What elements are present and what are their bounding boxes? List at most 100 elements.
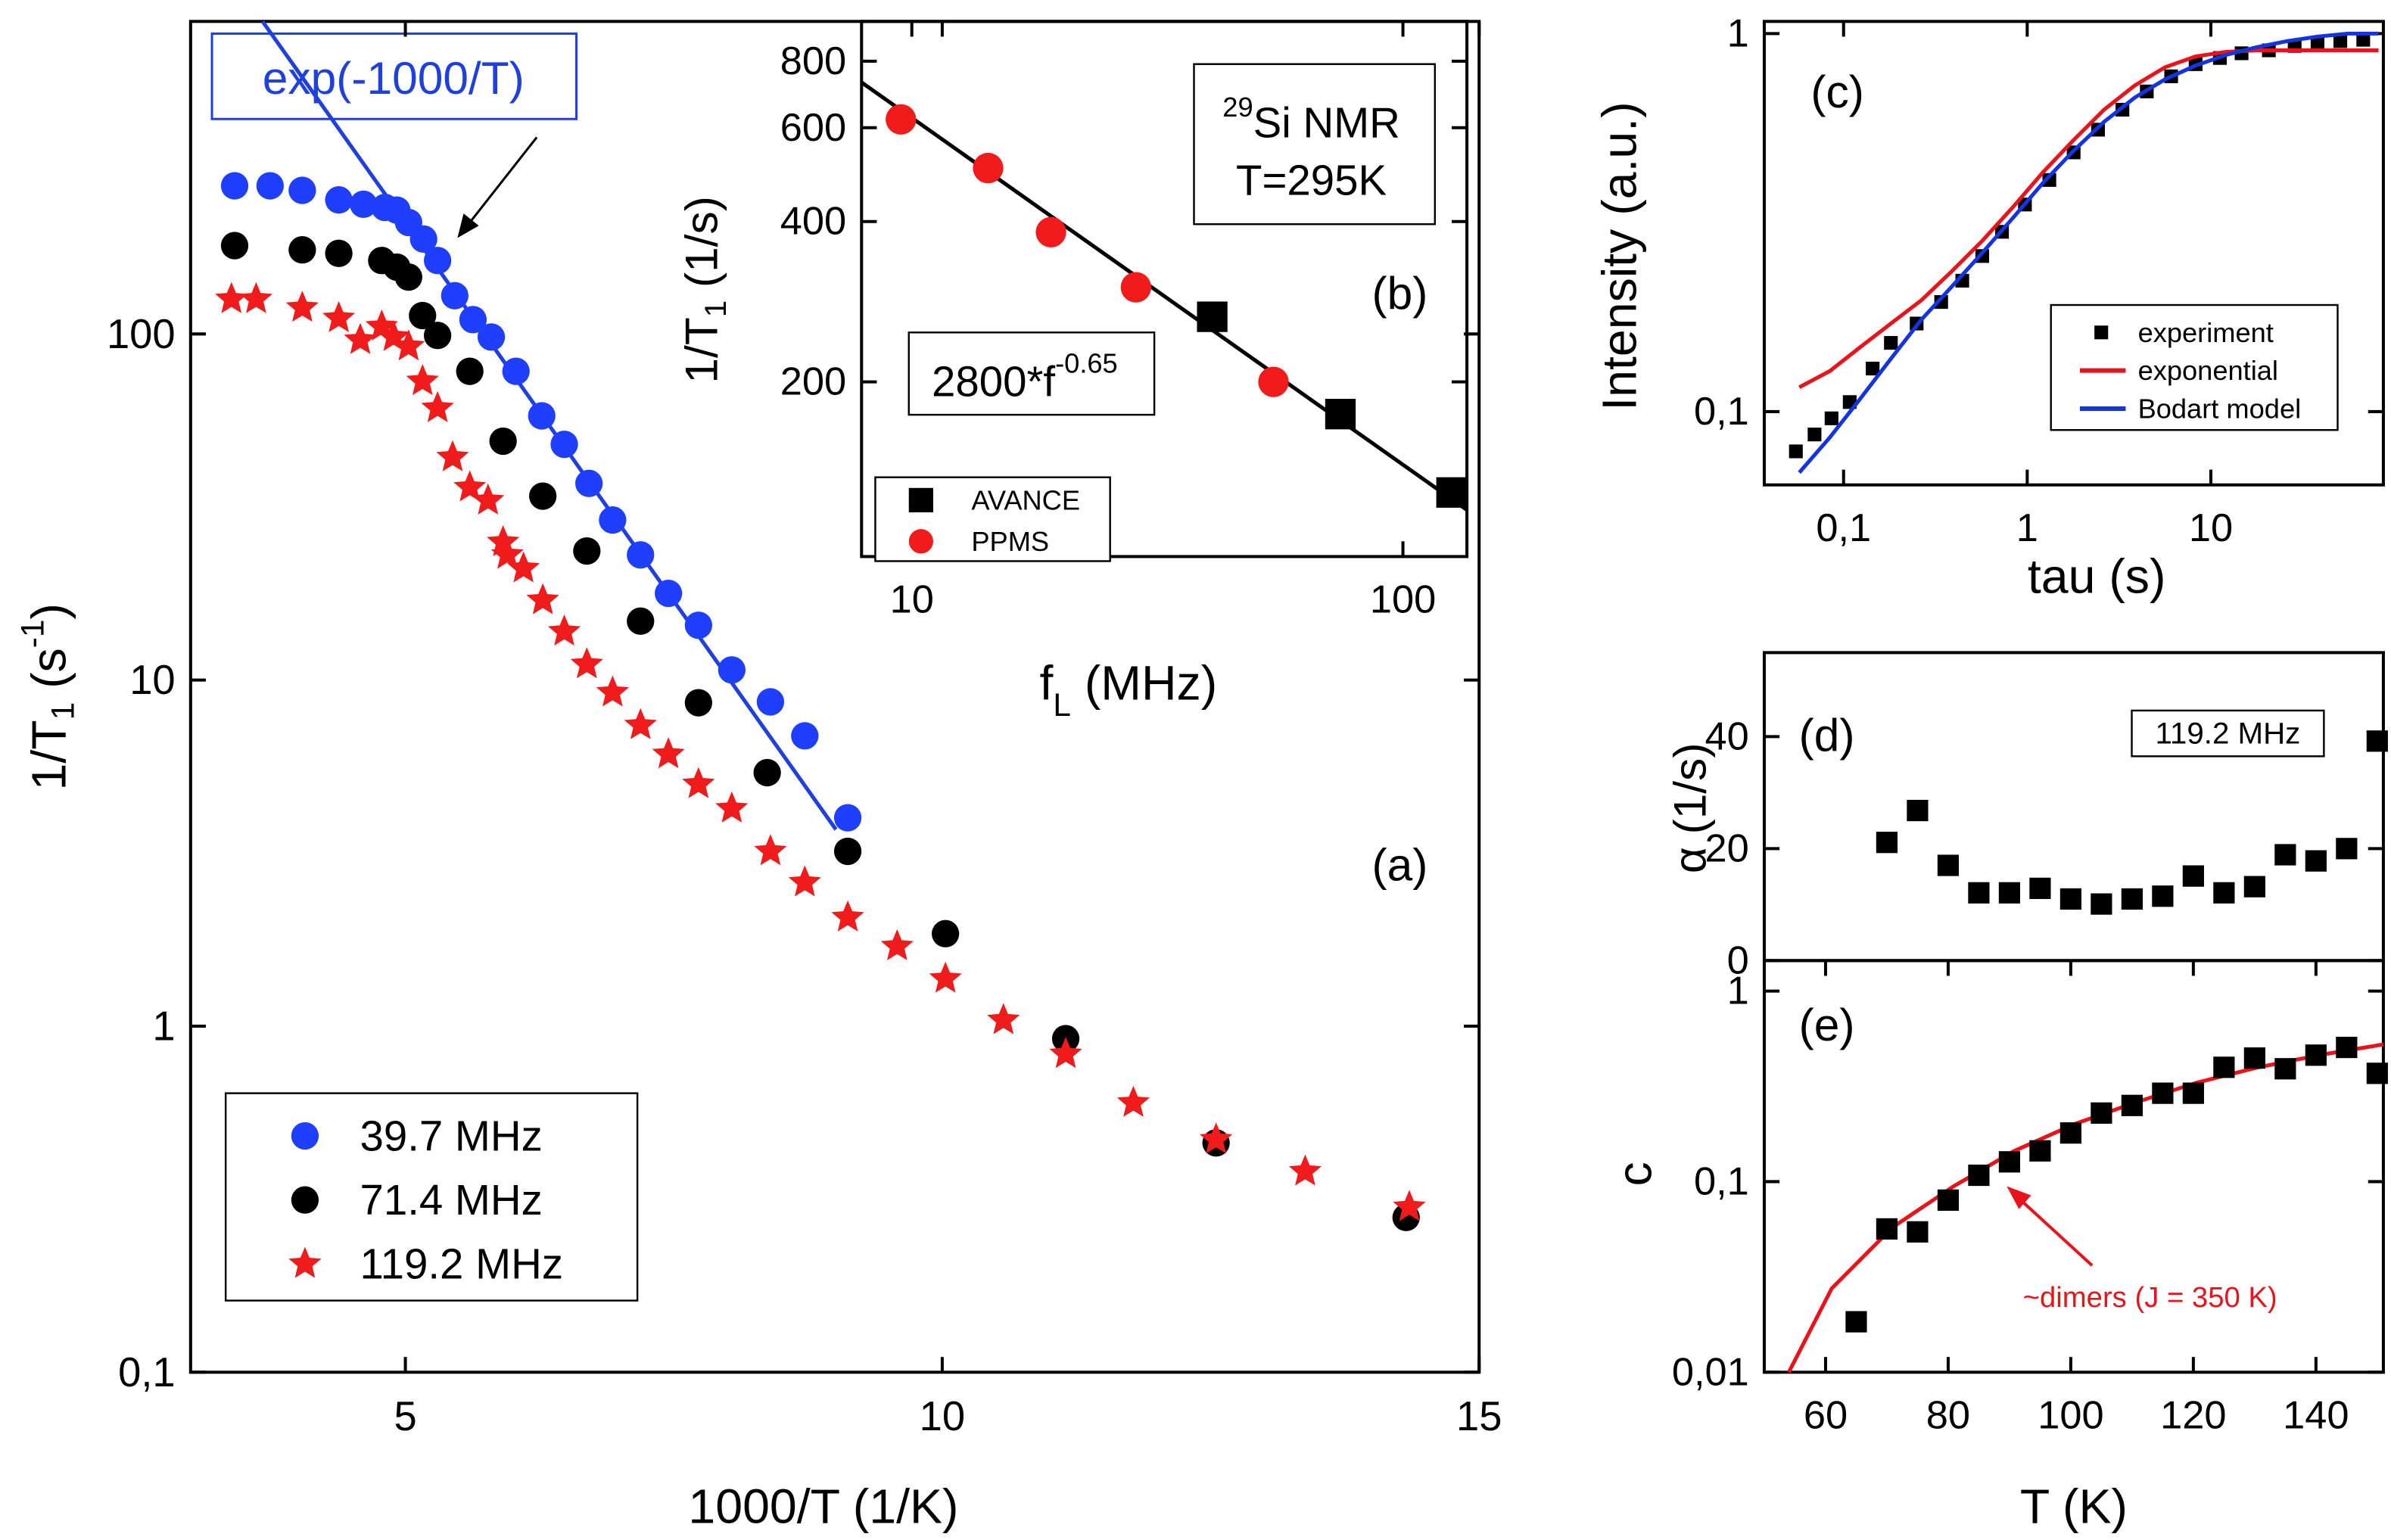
data-point <box>220 172 249 200</box>
y-axis-label: Intensity (a.u.) <box>1592 101 1647 410</box>
label-subscript: 1 <box>698 300 732 317</box>
data-point <box>655 579 683 608</box>
legend-label: PPMS <box>971 526 1049 557</box>
data-point <box>929 961 962 993</box>
label-subscript: 1 <box>45 702 80 720</box>
y-tick-label: 1 <box>1727 969 1749 1013</box>
data-point <box>409 225 437 254</box>
data-point <box>288 176 316 204</box>
data-point <box>573 537 601 565</box>
label-part: 2800*f <box>932 357 1055 405</box>
y-tick-label: 0 <box>1727 938 1749 982</box>
data-point <box>2305 850 2327 872</box>
data-point <box>409 301 437 330</box>
data-point <box>285 291 319 322</box>
x-axis-label: T (K) <box>2020 1479 2128 1534</box>
data-point <box>1998 1151 2021 1173</box>
arrow-head <box>2007 1186 2031 1209</box>
data-point <box>526 583 559 614</box>
legend-label: 71.4 MHz <box>360 1176 542 1224</box>
data-point <box>220 232 249 260</box>
data-point <box>627 607 655 635</box>
data-point <box>1937 854 1960 876</box>
label-subscript: L <box>1053 686 1071 722</box>
data-point <box>2121 1094 2143 1116</box>
legend-marker <box>908 487 933 513</box>
data-point <box>754 834 787 866</box>
data-point <box>596 675 629 707</box>
data-point <box>831 900 864 932</box>
label-superscript: -1 <box>14 620 50 649</box>
data-point <box>599 506 627 534</box>
data-point <box>624 708 657 739</box>
label-superscript: 29 <box>1222 92 1253 123</box>
data-point <box>1907 799 1929 822</box>
data-point <box>718 656 746 684</box>
data-point <box>547 614 581 646</box>
data-point <box>507 551 540 583</box>
y-tick-label: 800 <box>780 39 846 83</box>
x-tick-label: 120 <box>2160 1393 2226 1437</box>
panel-label: (b) <box>1372 267 1428 319</box>
data-point <box>288 236 316 264</box>
x-axis-label: 1000/T (1/K) <box>688 1479 958 1534</box>
data-point <box>1866 361 1880 376</box>
x-tick-label: 10 <box>920 1393 965 1439</box>
data-point <box>1116 1085 1150 1117</box>
data-point <box>215 282 248 313</box>
data-point <box>459 306 487 334</box>
label-part: f <box>1039 656 1053 711</box>
y-axis-label: c <box>1608 1162 1662 1186</box>
y-tick-label: 20 <box>1705 826 1749 870</box>
legend-marker <box>2094 325 2109 340</box>
data-point <box>1876 832 1898 854</box>
data-point <box>1876 1218 1898 1240</box>
panel-label: (e) <box>1799 999 1855 1050</box>
annotation: 2800*f-0.65 <box>932 347 1118 405</box>
data-point <box>1824 411 1838 425</box>
data-point <box>833 837 862 866</box>
data-point <box>715 791 749 823</box>
data-point <box>2333 34 2348 48</box>
legend-label: exponential <box>2138 355 2278 386</box>
data-point <box>489 427 517 456</box>
legend-marker <box>291 1186 319 1214</box>
data-point <box>529 482 557 510</box>
y-tick-label: 0,01 <box>1672 1350 1749 1394</box>
y-tick-label: 1 <box>152 1003 175 1049</box>
data-point <box>2213 882 2235 904</box>
legend-marker <box>291 1122 319 1150</box>
data-point <box>1258 366 1289 397</box>
data-point <box>423 322 452 350</box>
data-point <box>880 929 914 960</box>
data-point <box>2059 1122 2082 1144</box>
data-point <box>684 689 712 717</box>
data-point <box>570 647 603 679</box>
data-point <box>2182 865 2204 887</box>
data-point <box>441 282 469 310</box>
data-point <box>490 537 524 569</box>
arrow <box>2018 1197 2094 1267</box>
data-point <box>350 190 378 219</box>
y-tick-label: 200 <box>780 360 846 404</box>
panel-label: (d) <box>1799 709 1855 761</box>
data-point <box>973 152 1004 184</box>
data-point <box>1807 428 1822 442</box>
data-point <box>2336 1037 2358 1059</box>
data-point <box>477 323 506 351</box>
y-tick-label: 600 <box>780 106 846 150</box>
curve <box>1798 48 2379 389</box>
data-point <box>791 722 819 750</box>
data-point <box>886 104 917 135</box>
data-point <box>1120 272 1151 303</box>
plot-frame <box>860 20 1469 558</box>
data-point <box>1288 1154 1322 1186</box>
data-point <box>2274 1058 2296 1080</box>
label-part: (1/s) <box>676 196 727 300</box>
data-point <box>2310 36 2324 50</box>
x-tick-label: 60 <box>1804 1393 1848 1437</box>
y-tick-label: 40 <box>1705 714 1749 758</box>
data-point <box>423 247 452 275</box>
legend-marker <box>288 1246 322 1278</box>
y-tick-label: 400 <box>780 200 846 244</box>
